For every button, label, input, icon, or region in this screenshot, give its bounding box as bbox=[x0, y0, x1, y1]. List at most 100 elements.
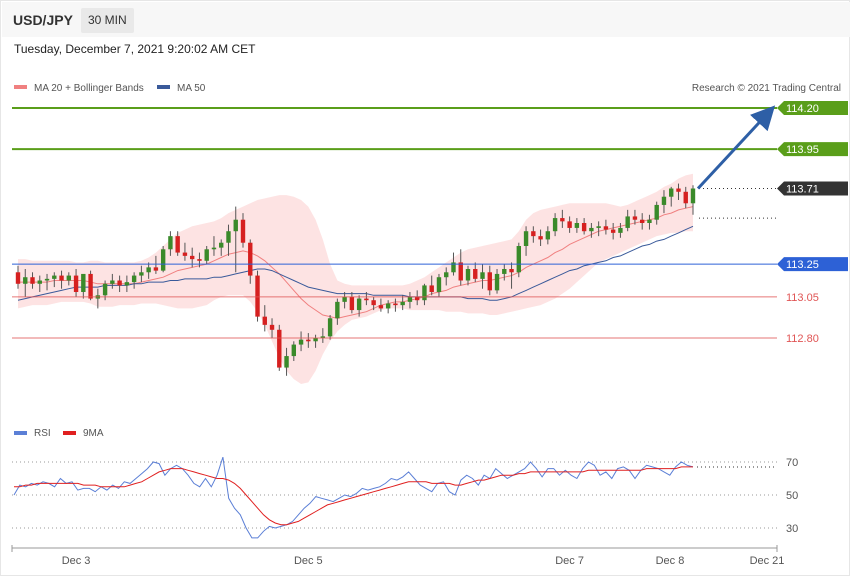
candle-body bbox=[625, 216, 630, 228]
candle bbox=[255, 270, 260, 322]
candle bbox=[342, 292, 347, 309]
timeframe-button[interactable]: 30 MIN bbox=[81, 8, 134, 33]
x-axis-label: Dec 21 bbox=[750, 555, 785, 567]
symbol-label: USD/JPY bbox=[13, 12, 73, 28]
candle-body bbox=[168, 236, 173, 250]
candle-body bbox=[603, 226, 609, 230]
candle-body bbox=[211, 247, 217, 250]
last-price-tag bbox=[777, 181, 848, 196]
candle-body bbox=[131, 275, 137, 283]
candle bbox=[661, 190, 667, 214]
resistance-label: 113.95 bbox=[786, 144, 819, 156]
candle bbox=[545, 226, 551, 245]
candle-body bbox=[610, 229, 616, 233]
rsi-level-label: 30 bbox=[786, 523, 798, 535]
candle bbox=[422, 283, 427, 306]
candle-body bbox=[574, 223, 580, 228]
candle-body bbox=[52, 275, 57, 279]
candle-body bbox=[153, 267, 159, 271]
candle-body bbox=[255, 275, 260, 317]
candle bbox=[596, 221, 601, 237]
candle bbox=[364, 292, 369, 306]
candle bbox=[516, 242, 522, 278]
candle-body bbox=[444, 272, 449, 278]
candle bbox=[124, 275, 130, 292]
candle-body bbox=[306, 339, 311, 342]
candle-body bbox=[683, 191, 688, 204]
ma20-swatch bbox=[14, 85, 27, 89]
candle bbox=[335, 298, 340, 325]
rsi-legend: RSI 9MA bbox=[14, 428, 104, 439]
candle bbox=[654, 201, 659, 225]
candle bbox=[378, 298, 384, 312]
candle bbox=[610, 223, 616, 240]
candle bbox=[327, 315, 333, 340]
candle bbox=[400, 295, 405, 311]
candle-body bbox=[320, 336, 326, 338]
rsi-swatch bbox=[14, 431, 27, 435]
rsi-ma-line bbox=[14, 466, 693, 526]
candle-body bbox=[182, 252, 188, 256]
x-axis-label: Dec 5 bbox=[294, 555, 323, 567]
candle-body bbox=[356, 298, 362, 311]
candle-body bbox=[364, 298, 369, 301]
candle bbox=[30, 272, 35, 289]
candle-body bbox=[654, 204, 659, 220]
candle bbox=[160, 246, 166, 273]
candle-body bbox=[233, 219, 238, 232]
candle bbox=[589, 223, 594, 238]
x-axis-label: Dec 7 bbox=[555, 555, 584, 567]
candle-body bbox=[422, 285, 427, 301]
candle-body bbox=[269, 324, 275, 330]
candle-body bbox=[531, 231, 536, 237]
candle-body bbox=[23, 277, 28, 284]
candle-body bbox=[73, 275, 79, 292]
last-price-label: 113.71 bbox=[786, 184, 819, 196]
candle bbox=[567, 216, 572, 233]
candle bbox=[581, 218, 587, 235]
candle bbox=[509, 262, 514, 289]
candle-body bbox=[480, 272, 485, 279]
ma50-swatch bbox=[157, 85, 170, 89]
candle-body bbox=[15, 272, 21, 284]
ma50-legend-label: MA 50 bbox=[177, 83, 206, 94]
candle-body bbox=[291, 344, 297, 357]
rsi-level-label: 50 bbox=[786, 490, 798, 502]
candle bbox=[494, 269, 500, 294]
candle-body bbox=[378, 305, 384, 309]
candle-body bbox=[393, 303, 398, 306]
candle bbox=[669, 186, 674, 207]
candle-body bbox=[647, 219, 652, 223]
candle bbox=[23, 269, 28, 297]
candle bbox=[429, 275, 434, 296]
candle-body bbox=[451, 262, 456, 273]
candle-body bbox=[494, 273, 500, 291]
candle bbox=[81, 273, 86, 299]
candle bbox=[175, 231, 180, 256]
candle-body bbox=[560, 218, 565, 222]
candle bbox=[465, 265, 471, 286]
candle-body bbox=[175, 236, 180, 253]
pivot-tag bbox=[777, 257, 848, 272]
rsi-ma-legend-label: 9MA bbox=[83, 428, 104, 439]
candle-body bbox=[277, 329, 282, 368]
candle bbox=[59, 270, 64, 289]
candle-body bbox=[102, 283, 108, 296]
candle-body bbox=[248, 242, 253, 276]
candle bbox=[139, 265, 144, 283]
candle-body bbox=[400, 301, 405, 306]
resistance-label: 114.20 bbox=[786, 103, 819, 115]
ma50-line bbox=[17, 225, 694, 301]
candle-body bbox=[414, 296, 420, 301]
candle bbox=[480, 264, 485, 289]
candle-body bbox=[44, 278, 50, 281]
candle bbox=[233, 206, 238, 273]
candle bbox=[248, 239, 253, 284]
candle bbox=[88, 270, 93, 301]
candle bbox=[15, 265, 21, 289]
price-plot bbox=[15, 173, 696, 384]
candle bbox=[211, 236, 217, 256]
candle bbox=[291, 341, 297, 361]
candle-body bbox=[313, 338, 318, 342]
